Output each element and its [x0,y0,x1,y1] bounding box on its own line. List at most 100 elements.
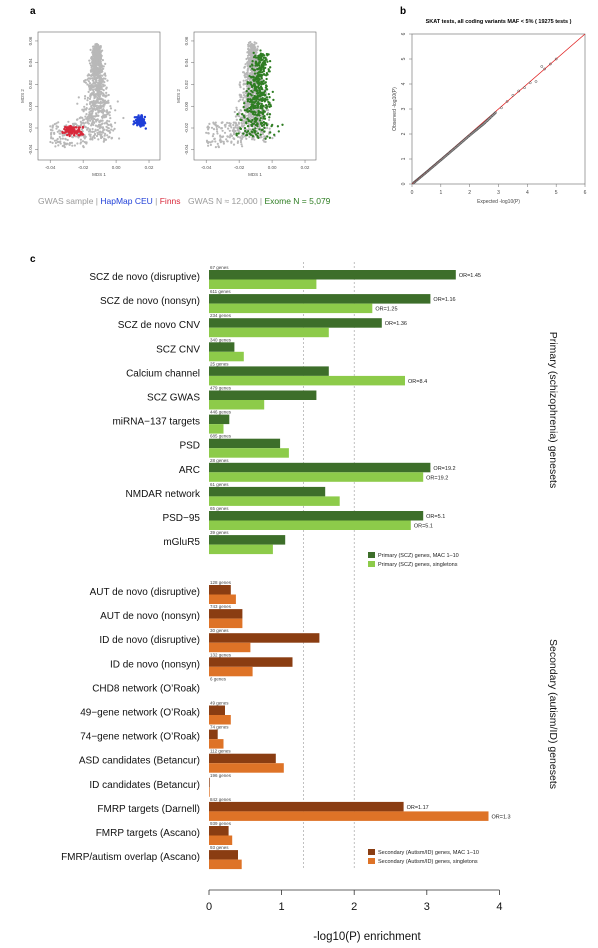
mds-point-gwas [101,119,104,122]
mds-point-gwas [73,144,76,147]
mds-point-exome [254,133,258,136]
mds-point-gwas [235,106,238,109]
mds-y-tick-label: 0.06 [28,36,33,45]
bar-mac [209,511,424,521]
mds-point-exome [247,87,250,90]
mds-point-exome [271,123,274,127]
mds-point-gwas [230,134,234,137]
mds-point-gwas [53,123,56,126]
mds-point-gwas [233,131,236,134]
gene-count-label: 74 genes [210,725,229,730]
mds-point-exome [256,134,259,138]
mds-point-exome [264,63,267,66]
mds-point-exome [264,81,267,84]
mds-point-gwas [89,64,93,67]
mds-point-gwas [102,129,105,132]
mds-y-tick-label: 0.04 [28,58,33,67]
mds-point-hapmap [137,120,141,123]
mds-point-gwas [239,95,242,98]
mds-point-gwas [252,45,255,48]
mds-point-finns [73,128,76,131]
qq-y-tick-label: 5 [401,57,407,60]
mds-point-gwas [246,84,249,87]
mds-point-exome [258,87,261,90]
gene-count-label: 49 genes [210,701,229,706]
mds-point-exome [257,73,261,77]
mds-point-gwas [76,118,79,121]
mds-point-gwas [84,141,88,144]
mds-point-gwas [244,75,247,79]
mds-point-hapmap [133,116,136,119]
mds-point-exome [242,132,245,135]
bar-singleton [209,739,224,749]
mds-point-exome [251,134,254,137]
gene-count-label: 65 genes [210,506,229,511]
mds-point-exome [256,67,259,71]
gene-count-label: 234 genes [210,313,232,318]
mds-point-gwas [57,140,60,143]
mds-point-gwas [88,112,91,115]
mds-point-exome [266,113,269,116]
mds-plot-left: -0.04 -0.02 0.00 0.02 -0.04 -0.02 0.00 0.02 0.04… [20,31,161,177]
qq-point [554,57,558,61]
mds-point-gwas [113,127,116,130]
legend-exome-n: Exome N = 5,079 [264,196,330,206]
mds-point-gwas [101,98,104,102]
mds-point-gwas [58,129,61,132]
mds-point-gwas [92,115,95,118]
mds-point-gwas [232,123,235,127]
qq-x-tick-label: 2 [468,190,471,196]
legend-label: Secondary (Autism/ID) genes, singletons [378,859,478,865]
mds-point-gwas [247,59,250,63]
mds-point-exome [261,98,264,101]
mds-point-gwas [242,71,245,74]
mds-point-gwas [95,104,99,107]
mds-point-gwas [94,124,97,127]
bar-singleton [209,787,210,797]
mds-point-exome [256,124,259,128]
mds-point-exome [268,112,272,116]
bar-mac [209,535,286,545]
mds-point-gwas [208,122,211,125]
mds-point-gwas [247,50,250,53]
mds-point-gwas [255,42,258,45]
mds-point-gwas [67,120,70,123]
mds-point-gwas [71,136,74,139]
mds-point-gwas [254,48,257,51]
qq-x-tick-label: 3 [497,190,500,196]
mds-point-gwas [81,116,84,119]
mds-point-gwas [239,81,242,84]
mds-point-gwas [76,102,79,105]
mds-point-gwas [91,112,94,115]
mds-point-gwas [93,94,96,97]
odds-ratio-label: OR=8.4 [408,379,427,385]
mds-point-exome [252,55,256,59]
x-axis-title: -log10(P) enrichment [313,931,421,943]
mds-point-gwas [96,128,99,132]
odds-ratio-label: OR=5.1 [426,514,445,520]
mds-point-gwas [250,72,253,76]
mds-point-gwas [109,105,112,108]
mds-point-gwas [58,135,61,139]
mds-point-gwas [59,140,62,143]
bar-mac [209,342,235,352]
mds-point-gwas [59,142,62,145]
mds-point-gwas [239,86,242,89]
mds-point-gwas [77,136,80,139]
mds-point-gwas [252,137,255,140]
mds-point-gwas [108,114,111,117]
mds-point-gwas [98,68,101,71]
mds-point-exome [259,116,262,120]
mds-point-gwas [239,141,243,144]
mds-point-exome [259,66,262,69]
mds-point-exome [250,75,253,79]
qq-point [459,141,463,145]
mds-point-gwas [93,130,96,133]
mds-point-gwas [87,77,90,80]
bar-mac [209,390,317,400]
category-label: NMDAR network [126,489,201,500]
mds-point-gwas [96,53,99,56]
category-label: ASD candidates (Betancur) [79,756,200,767]
mds-point-gwas [99,98,102,101]
qq-point [517,89,521,93]
